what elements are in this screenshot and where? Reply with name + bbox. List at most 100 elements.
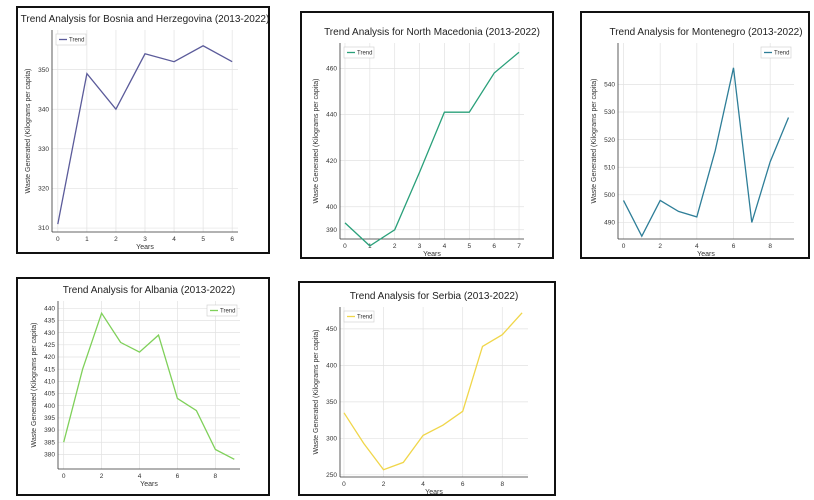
chart-panel-albania: 380 385 390 395 400 405 410 415 420 425 430 435 440 0… xyxy=(16,277,270,496)
x-tick-label: 4 xyxy=(443,243,447,250)
y-tick-label: 410 xyxy=(44,379,55,386)
x-tick-label: 2 xyxy=(100,473,104,480)
legend-box xyxy=(760,46,792,59)
y-tick-label: 540 xyxy=(604,82,615,89)
y-axis-label: Waste Generated (Kilograms per capita) xyxy=(313,329,320,454)
y-tick-label: 420 xyxy=(326,158,337,165)
legend-box xyxy=(55,33,87,46)
x-tick-label: 0 xyxy=(62,473,66,480)
y-tick-label: 415 xyxy=(44,366,55,373)
x-tick-label: 8 xyxy=(768,243,772,250)
x-tick-label: 7 xyxy=(517,243,521,250)
legend-box xyxy=(343,46,375,59)
chart-title: Trend Analysis for Albania (2013-2022) xyxy=(63,285,236,296)
x-tick-label: 4 xyxy=(172,236,176,243)
y-tick-label: 430 xyxy=(44,330,55,337)
x-tick-label: 6 xyxy=(176,473,180,480)
chart-title: Trend Analysis for Bosnia and Herzegovin… xyxy=(21,14,268,25)
chart-svg: 380 385 390 395 400 405 410 415 420 425 430 435 440 0… xyxy=(31,285,240,488)
y-tick-label: 435 xyxy=(44,318,55,325)
x-tick-label: 3 xyxy=(143,236,147,243)
chart-panel-montenegro: 490 500 510 520 530 540 0 2 4 6 8 Trend Analysis fo… xyxy=(580,11,810,259)
legend-label: Trend xyxy=(69,38,84,44)
y-axis-label: Waste Generated (Kilograms per capita) xyxy=(31,322,38,447)
legend-label: Trend xyxy=(220,309,235,315)
chart-title: Trend Analysis for North Macedonia (2013… xyxy=(324,27,540,38)
y-tick-label: 400 xyxy=(44,403,55,410)
y-tick-label: 390 xyxy=(44,427,55,434)
y-tick-label: 310 xyxy=(38,225,49,232)
x-tick-label: 1 xyxy=(85,236,89,243)
y-tick-label: 300 xyxy=(326,436,337,443)
x-tick-label: 3 xyxy=(418,243,422,250)
x-tick-label: 0 xyxy=(342,481,346,488)
chart-svg: 310 320 330 340 350 0 1 2 3 4 5 6 Trend Analysis for… xyxy=(21,14,268,251)
x-tick-label: 6 xyxy=(461,481,465,488)
y-tick-label: 440 xyxy=(326,112,337,119)
y-tick-label: 380 xyxy=(44,452,55,459)
y-tick-label: 385 xyxy=(44,439,55,446)
y-tick-label: 250 xyxy=(326,472,337,479)
y-tick-label: 405 xyxy=(44,391,55,398)
x-tick-label: 0 xyxy=(56,236,60,243)
x-tick-label: 0 xyxy=(622,243,626,250)
x-tick-label: 2 xyxy=(393,243,397,250)
x-axis-label: Years xyxy=(697,251,715,257)
x-tick-label: 5 xyxy=(467,243,471,250)
y-axis-label: Waste Generated (Kilograms per capita) xyxy=(591,78,598,203)
x-tick-label: 4 xyxy=(421,481,425,488)
chart-title: Trend Analysis for Montenegro (2013-2022… xyxy=(609,27,802,38)
x-axis-label: Years xyxy=(140,481,158,488)
x-tick-label: 6 xyxy=(492,243,496,250)
y-tick-label: 330 xyxy=(38,146,49,153)
series-line xyxy=(344,51,520,247)
y-tick-label: 500 xyxy=(604,192,615,199)
x-axis-label: Years xyxy=(425,489,443,494)
x-axis-label: Years xyxy=(136,244,154,251)
y-tick-label: 490 xyxy=(604,220,615,227)
x-tick-label: 6 xyxy=(732,243,736,250)
x-tick-label: 2 xyxy=(382,481,386,488)
x-tick-label: 0 xyxy=(343,243,347,250)
x-tick-label: 4 xyxy=(138,473,142,480)
chart-svg: 250 300 350 400 450 0 2 4 6 8 Trend Analysis for S… xyxy=(313,291,528,494)
y-tick-label: 520 xyxy=(604,137,615,144)
legend-box xyxy=(206,304,238,317)
y-tick-label: 460 xyxy=(326,66,337,73)
y-axis-label: Waste Generated (Kilograms per capita) xyxy=(313,78,320,203)
legend-label: Trend xyxy=(357,51,372,57)
y-tick-label: 450 xyxy=(326,326,337,333)
y-tick-label: 400 xyxy=(326,363,337,370)
legend-label: Trend xyxy=(357,315,372,321)
x-tick-label: 8 xyxy=(214,473,218,480)
y-tick-label: 395 xyxy=(44,415,55,422)
y-tick-label: 400 xyxy=(326,204,337,211)
legend-box xyxy=(343,310,375,323)
chart-panel-serbia: 250 300 350 400 450 0 2 4 6 8 Trend Analysis for S… xyxy=(298,281,556,496)
chart-title: Trend Analysis for Serbia (2013-2022) xyxy=(350,291,519,302)
y-tick-label: 425 xyxy=(44,342,55,349)
legend-label: Trend xyxy=(774,51,789,57)
x-tick-label: 4 xyxy=(695,243,699,250)
y-tick-label: 350 xyxy=(326,399,337,406)
y-tick-label: 390 xyxy=(326,227,337,234)
y-tick-label: 350 xyxy=(38,67,49,74)
y-tick-label: 440 xyxy=(44,306,55,313)
chart-svg: 490 500 510 520 530 540 0 2 4 6 8 Trend Analysis fo… xyxy=(591,27,803,257)
series-line xyxy=(57,45,233,225)
y-tick-label: 420 xyxy=(44,354,55,361)
series-line xyxy=(63,311,235,460)
x-tick-label: 6 xyxy=(230,236,234,243)
x-tick-label: 2 xyxy=(658,243,662,250)
x-tick-label: 2 xyxy=(114,236,118,243)
series-line xyxy=(622,67,790,238)
x-axis-label: Years xyxy=(423,251,441,257)
x-tick-label: 5 xyxy=(201,236,205,243)
y-tick-label: 530 xyxy=(604,109,615,116)
y-tick-label: 320 xyxy=(38,186,49,193)
chart-panel-bosnia: 310 320 330 340 350 0 1 2 3 4 5 6 Trend Analysis for… xyxy=(16,6,270,254)
y-tick-label: 510 xyxy=(604,164,615,171)
y-tick-label: 340 xyxy=(38,106,49,113)
x-tick-label: 8 xyxy=(500,481,504,488)
